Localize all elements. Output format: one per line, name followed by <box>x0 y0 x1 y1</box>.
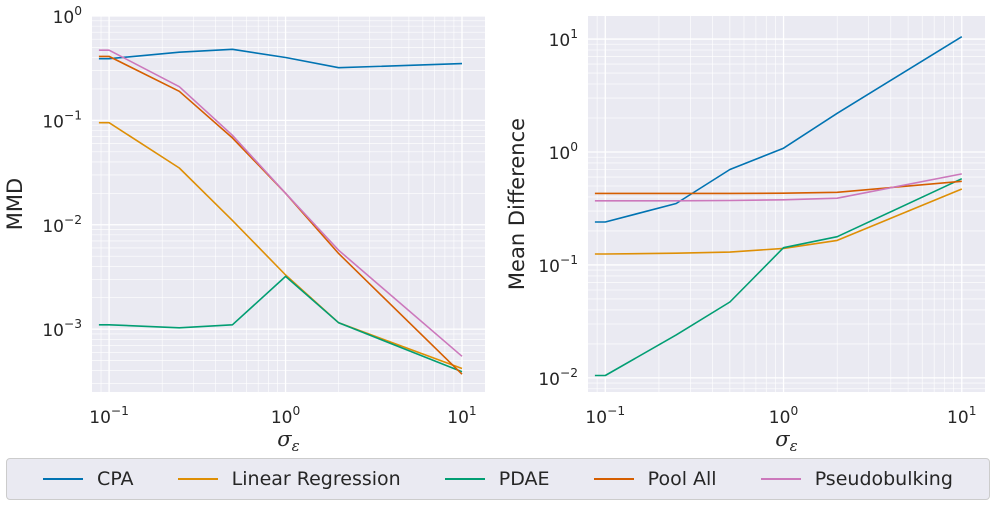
x-tick-label: 101 <box>447 404 476 428</box>
series-line-pool-all <box>98 55 463 375</box>
x-tick-label: 100 <box>769 404 798 428</box>
legend-swatch-pool-all <box>593 478 634 480</box>
legend-swatch-pseudobulking <box>760 478 801 480</box>
x-tick-label: 10−1 <box>585 404 625 428</box>
series-lines <box>98 48 463 375</box>
mean-difference-chart-panel: 10−1 100 101 10−2 10−1 100 101 σε Mean Differenc… <box>505 16 985 455</box>
legend-item-pseudobulking: Pseudobulking <box>760 468 953 490</box>
legend-label-linear-regression: Linear Regression <box>231 468 401 490</box>
legend-item-pdae: PDAE <box>444 468 550 490</box>
y-tick-label: 100 <box>549 140 578 164</box>
series-line-cpa <box>594 36 963 223</box>
legend-swatch-linear-regression <box>177 478 218 480</box>
legend-item-pool-all: Pool All <box>593 468 717 490</box>
legend: CPA Linear Regression PDAE Pool All Pseu… <box>6 458 990 500</box>
series-line-cpa <box>98 48 463 69</box>
legend-label-pseudobulking: Pseudobulking <box>814 468 953 490</box>
series-line-pdae <box>594 177 963 377</box>
legend-label-pool-all: Pool All <box>647 468 717 490</box>
x-tick-label: 10−1 <box>89 404 129 428</box>
y-axis-label: Mean Difference <box>505 118 529 290</box>
legend-item-linear-regression: Linear Regression <box>177 468 401 490</box>
legend-label-cpa: CPA <box>97 468 134 490</box>
y-tick-label: 10−2 <box>538 366 578 390</box>
x-axis-label: σε <box>775 427 797 455</box>
minor-gridlines <box>588 16 985 392</box>
y-tick-label: 10−1 <box>42 108 82 132</box>
y-tick-label: 101 <box>549 27 578 51</box>
plot-area-1 <box>588 16 985 392</box>
legend-label-pdae: PDAE <box>498 468 550 490</box>
y-tick-label: 10−3 <box>42 317 82 341</box>
y-axis-label: MMD <box>3 178 27 230</box>
x-tick-label: 101 <box>947 404 976 428</box>
series-line-pool-all <box>594 180 962 195</box>
series-line-linear-regression <box>594 188 963 255</box>
series-line-pseudobulking <box>594 173 962 202</box>
x-tick-label: 100 <box>271 404 300 428</box>
y-tick-label: 100 <box>53 4 82 28</box>
legend-item-cpa: CPA <box>43 468 134 490</box>
y-tick-label: 10−2 <box>42 213 82 237</box>
series-lines <box>594 36 963 377</box>
x-axis-label: σε <box>277 427 299 455</box>
series-line-pdae <box>98 275 463 373</box>
legend-swatch-cpa <box>43 478 84 480</box>
series-line-pseudobulking <box>98 49 463 357</box>
y-tick-label: 10−1 <box>538 253 578 277</box>
legend-swatch-pdae <box>444 478 485 480</box>
